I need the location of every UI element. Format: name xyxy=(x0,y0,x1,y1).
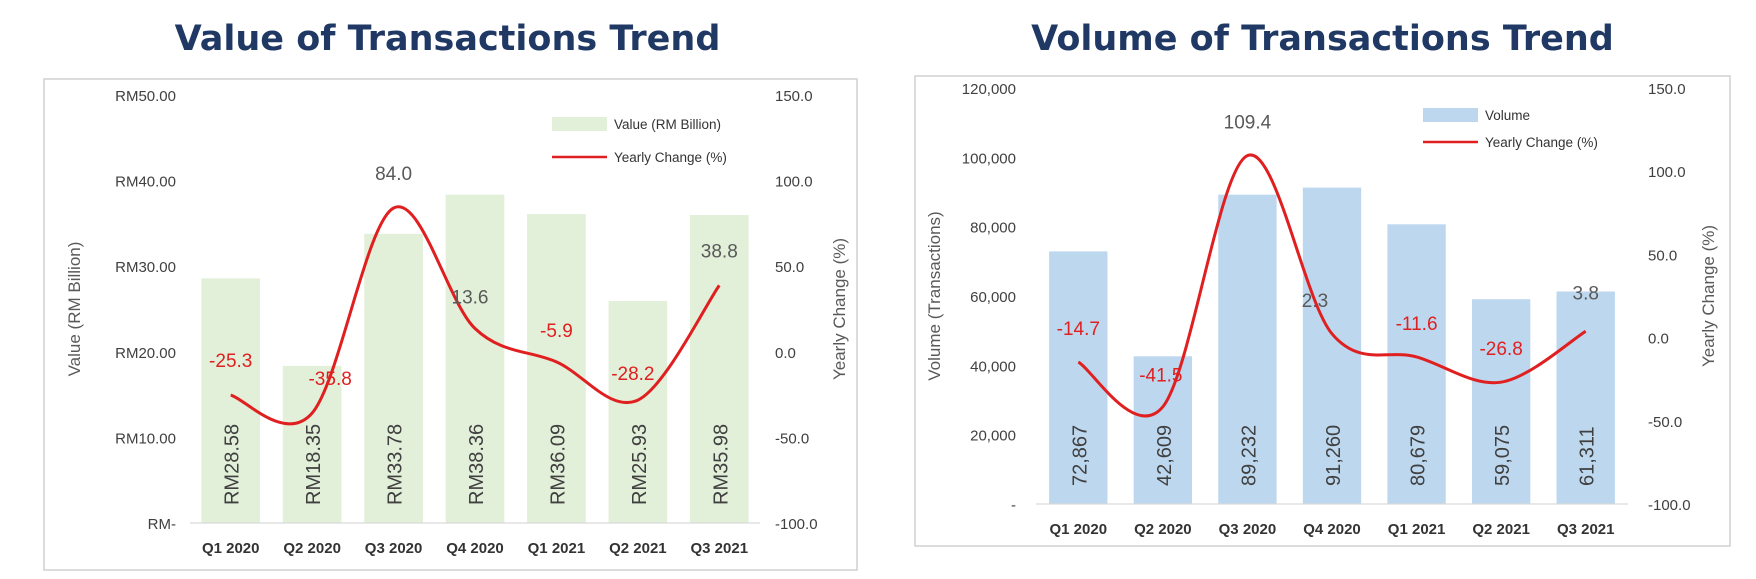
value-x-tick-3: Q4 2020 xyxy=(446,540,504,557)
volume-y-tick-4: 80,000 xyxy=(970,220,1016,237)
value-legend-bar-swatch xyxy=(552,117,607,131)
volume-y-tick-6: 120,000 xyxy=(962,81,1016,98)
volume-bar-label-1: 42,609 xyxy=(1154,425,1176,486)
value-y2-tick-5: 150.0 xyxy=(775,88,813,105)
volume-y2-tick-3: 50.0 xyxy=(1648,247,1677,264)
value-line-label-3: 13.6 xyxy=(452,288,489,309)
volume-y-tick-0: - xyxy=(1011,497,1016,514)
volume-line-label-6: 3.8 xyxy=(1573,283,1599,304)
value-yearly-change-line xyxy=(230,205,721,426)
volume-y2-axis-title: Yearly Change (%) xyxy=(1699,225,1718,367)
value-y-tick-2: RM20.00 xyxy=(115,345,176,362)
value-x-tick-2: Q3 2020 xyxy=(365,540,423,557)
volume-bar-label-4: 80,679 xyxy=(1408,425,1430,486)
value-y2-tick-4: 100.0 xyxy=(775,174,813,191)
volume-y-tick-1: 20,000 xyxy=(970,428,1016,445)
volume-bar-6 xyxy=(1556,291,1615,504)
value-bar-4 xyxy=(527,214,586,524)
volume-legend-line-label: Yearly Change (%) xyxy=(1485,135,1598,150)
volume-bar-2 xyxy=(1218,194,1277,504)
volume-bar-0 xyxy=(1049,251,1108,504)
volume-bar-label-5: 59,075 xyxy=(1492,425,1514,486)
volume-y2-tick-5: 150.0 xyxy=(1648,81,1686,98)
value-line-label-1: -35.8 xyxy=(308,369,351,390)
value-bar-label-3: RM38.36 xyxy=(466,424,488,505)
value-bar-3 xyxy=(445,194,505,523)
volume-bar-3 xyxy=(1302,187,1362,504)
volume-x-tick-4: Q1 2021 xyxy=(1388,521,1446,538)
volume-line-label-5: -26.8 xyxy=(1479,339,1522,360)
value-y-tick-0: RM- xyxy=(148,516,176,533)
volume-x-tick-5: Q2 2021 xyxy=(1472,521,1530,538)
volume-y2-tick-4: 100.0 xyxy=(1648,164,1686,181)
volume-bar-label-2: 89,232 xyxy=(1238,425,1260,486)
volume-y2-tick-0: -100.0 xyxy=(1648,497,1691,514)
volume-y-tick-5: 100,000 xyxy=(962,150,1016,167)
value-bar-6 xyxy=(689,215,749,523)
value-y2-tick-3: 50.0 xyxy=(775,259,804,276)
volume-y2-tick-1: -50.0 xyxy=(1648,414,1682,431)
value-bar-2 xyxy=(364,233,423,523)
value-y-tick-1: RM10.00 xyxy=(115,430,176,447)
volume-x-tick-0: Q1 2020 xyxy=(1050,521,1108,538)
volume-bar-label-0: 72,867 xyxy=(1069,425,1091,486)
value-chart-title: Value of Transactions Trend xyxy=(174,19,721,59)
value-bar-label-6: RM35.98 xyxy=(710,424,732,505)
value-line-label-2: 84.0 xyxy=(375,164,412,185)
value-x-tick-0: Q1 2020 xyxy=(202,540,260,557)
volume-bar-label-6: 61,311 xyxy=(1577,426,1599,486)
value-bar-1 xyxy=(282,365,342,523)
volume-y2-tick-2: 0.0 xyxy=(1648,331,1669,348)
value-legend-line-label: Yearly Change (%) xyxy=(614,150,727,165)
value-x-tick-5: Q2 2021 xyxy=(609,540,667,557)
value-line-label-4: -5.9 xyxy=(540,321,573,342)
value-line-label-5: -28.2 xyxy=(611,364,654,385)
value-bar-label-0: RM28.58 xyxy=(222,424,244,505)
volume-line-label-3: 2.3 xyxy=(1302,291,1328,312)
volume-x-tick-3: Q4 2020 xyxy=(1303,521,1361,538)
volume-bar-1 xyxy=(1133,356,1193,504)
value-bar-label-4: RM36.09 xyxy=(547,424,569,505)
value-bar-label-5: RM25.93 xyxy=(629,424,651,505)
volume-y-axis-title: Volume (Transactions) xyxy=(925,211,944,380)
volume-yearly-change-line xyxy=(1077,153,1587,418)
volume-x-tick-1: Q2 2020 xyxy=(1134,521,1192,538)
value-y2-tick-2: 0.0 xyxy=(775,345,796,362)
volume-line-label-4: -11.6 xyxy=(1396,314,1438,335)
volume-bar-label-3: 91,260 xyxy=(1323,425,1345,486)
volume-line-label-1: -41.5 xyxy=(1139,366,1182,387)
volume-chart-title: Volume of Transactions Trend xyxy=(1031,19,1614,59)
value-x-tick-4: Q1 2021 xyxy=(528,540,586,557)
value-y2-tick-1: -50.0 xyxy=(775,430,809,447)
volume-x-tick-6: Q3 2021 xyxy=(1557,521,1615,538)
value-bar-label-2: RM33.78 xyxy=(385,424,407,505)
value-y-tick-3: RM30.00 xyxy=(115,259,176,276)
value-bar-label-1: RM18.35 xyxy=(303,424,325,505)
value-y-axis-title: Value (RM Billion) xyxy=(65,242,84,377)
value-y2-axis-title: Yearly Change (%) xyxy=(830,238,849,380)
volume-legend-bar-label: Volume xyxy=(1485,108,1530,123)
value-y-tick-4: RM40.00 xyxy=(115,174,176,191)
volume-x-tick-2: Q3 2020 xyxy=(1219,521,1277,538)
volume-line-label-0: -14.7 xyxy=(1057,319,1100,340)
volume-legend-bar-swatch xyxy=(1423,108,1478,122)
volume-bar-5 xyxy=(1471,299,1531,504)
value-bar-0 xyxy=(201,278,261,523)
value-legend-bar-label: Value (RM Billion) xyxy=(614,117,721,132)
value-x-tick-1: Q2 2020 xyxy=(283,540,341,557)
volume-y-tick-3: 60,000 xyxy=(970,289,1016,306)
value-y2-tick-0: -100.0 xyxy=(775,516,818,533)
value-y-tick-5: RM50.00 xyxy=(115,88,176,105)
value-bar-5 xyxy=(608,301,668,523)
volume-y-tick-2: 40,000 xyxy=(970,358,1016,375)
volume-line-label-2: 109.4 xyxy=(1224,113,1272,134)
value-line-label-0: -25.3 xyxy=(209,351,252,372)
value-x-tick-6: Q3 2021 xyxy=(691,540,749,557)
value-line-label-6: 38.8 xyxy=(701,241,738,262)
